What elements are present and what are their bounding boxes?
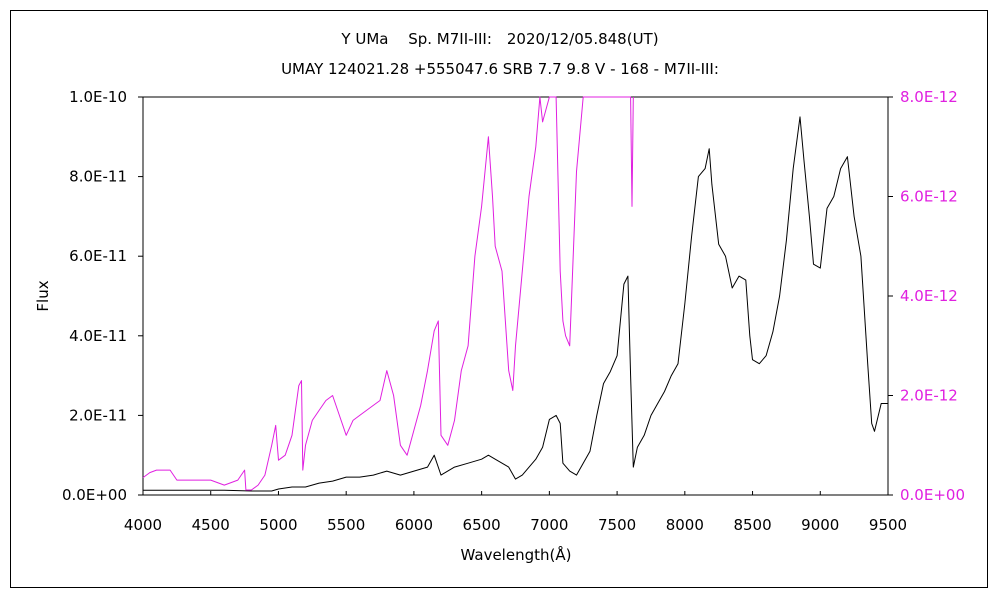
x-tick-label: 4000 <box>124 516 162 534</box>
x-axis-label: Wavelength(Å) <box>461 545 572 564</box>
x-tick-label: 6000 <box>395 516 433 534</box>
y-right-tick-label: 4.0E-12 <box>900 287 958 305</box>
ticks-layer: 4000 4500 5000 5500 6000 6500 7000 7500 8000 8500… <box>62 88 965 534</box>
y-left-tick-label: 1.0E-10 <box>69 88 127 106</box>
x-tick-label: 4500 <box>192 516 230 534</box>
chart-subtitle: UMAY 124021.28 +555047.6 SRB 7.7 9.8 V -… <box>281 60 719 78</box>
x-tick-label: 7000 <box>530 516 568 534</box>
chart-title: Y UMa Sp. M7II-III: 2020/12/05.848(UT) <box>340 30 658 48</box>
y-right-tick-label: 8.0E-12 <box>900 88 958 106</box>
y-axis-label: Flux <box>34 280 52 311</box>
x-tick-label: 6500 <box>463 516 501 534</box>
x-tick-label: 5500 <box>327 516 365 534</box>
x-tick-label: 8000 <box>666 516 704 534</box>
series-layer <box>142 96 888 492</box>
y-left-tick-label: 2.0E-11 <box>69 406 127 424</box>
x-tick-label: 8500 <box>733 516 771 534</box>
x-tick-label: 9000 <box>801 516 839 534</box>
x-tick-label: 5000 <box>259 516 297 534</box>
chart-frame <box>10 10 988 588</box>
series-line-black <box>143 116 888 492</box>
x-tick-label: 9500 <box>869 516 907 534</box>
y-right-tick-label: 0.0E+00 <box>900 486 965 504</box>
series-line-magenta <box>142 96 634 491</box>
y-right-tick-label: 6.0E-12 <box>900 188 958 206</box>
y-left-tick-label: 6.0E-11 <box>69 247 127 265</box>
y-left-tick-label: 4.0E-11 <box>69 327 127 345</box>
y-right-tick-label: 2.0E-12 <box>900 387 958 405</box>
x-tick-label: 7500 <box>598 516 636 534</box>
plot-area <box>142 96 889 496</box>
y-left-tick-label: 8.0E-11 <box>69 168 127 186</box>
y-left-tick-label: 0.0E+00 <box>62 486 127 504</box>
